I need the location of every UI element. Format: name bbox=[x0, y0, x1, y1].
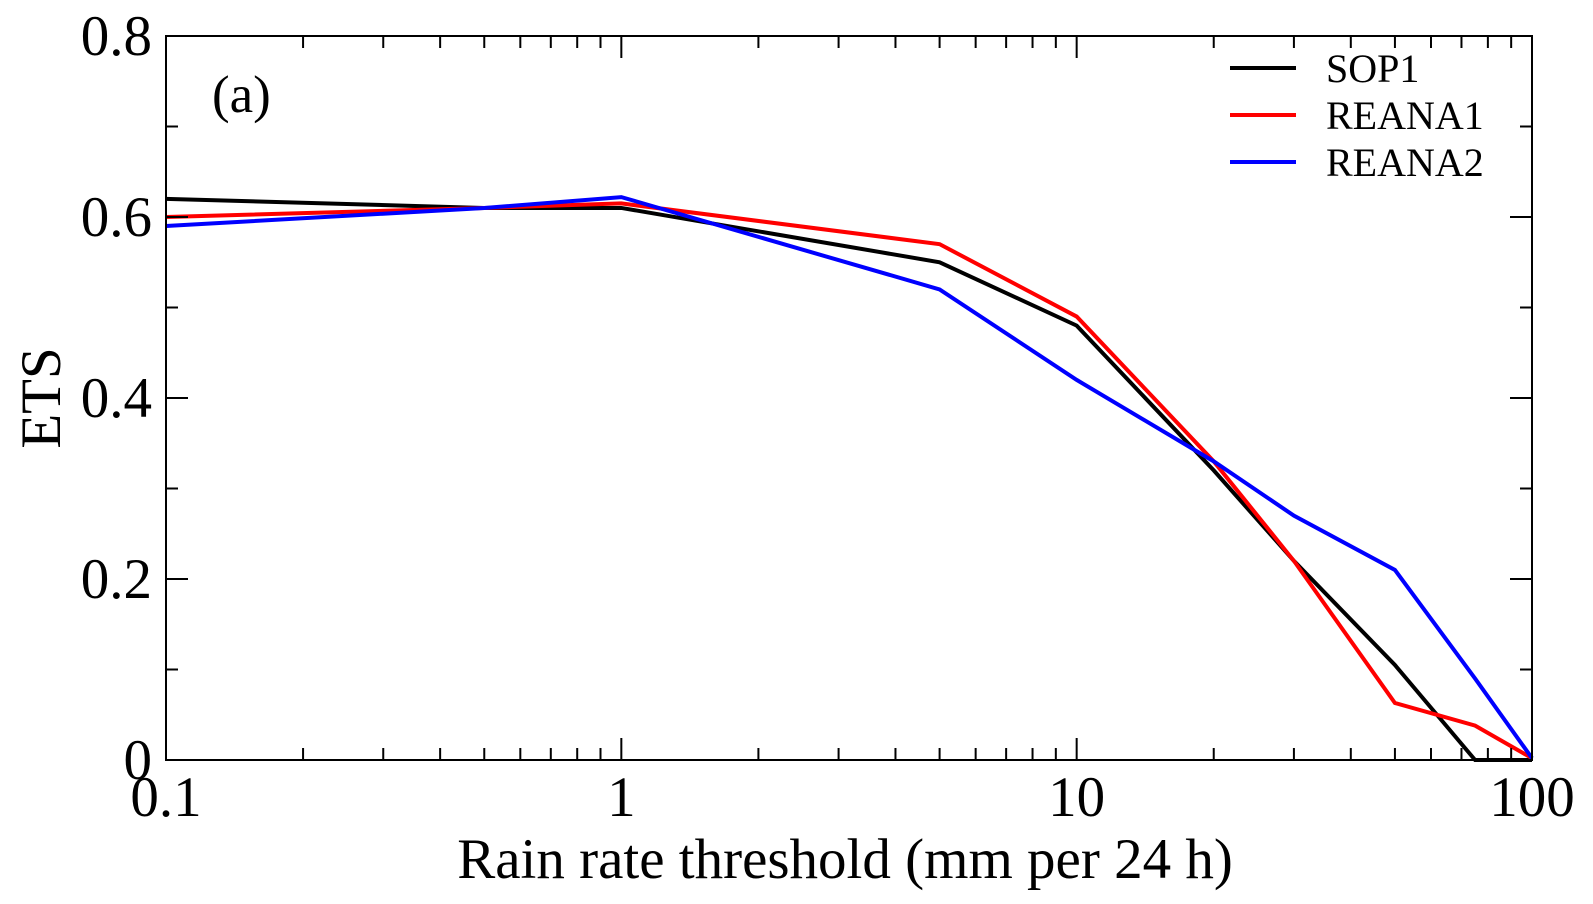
x-tick-label: 0.1 bbox=[130, 766, 201, 829]
legend-label-reana2: REANA2 bbox=[1326, 140, 1484, 185]
x-tick-label: 100 bbox=[1489, 766, 1575, 829]
x-ticks bbox=[165, 36, 1533, 760]
x-tick-label: 1 bbox=[607, 766, 636, 829]
series-line-reana2 bbox=[165, 195, 1534, 760]
y-tick-label: 0.8 bbox=[81, 5, 152, 68]
y-axis-label: ETS bbox=[10, 347, 73, 448]
x-tick-labels: 0.1 1 10 100 bbox=[130, 766, 1574, 829]
x-tick-label: 10 bbox=[1048, 766, 1105, 829]
panel-label: (a) bbox=[212, 66, 271, 124]
y-tick-label: 0.6 bbox=[81, 186, 152, 249]
y-tick-label: 0.4 bbox=[81, 367, 152, 430]
y-tick-label: 0 bbox=[124, 729, 153, 792]
y-ticks bbox=[166, 35, 1532, 761]
legend-label-sop1: SOP1 bbox=[1326, 46, 1419, 91]
series-line-sop1 bbox=[165, 196, 1532, 762]
series-layer bbox=[165, 195, 1534, 762]
series-line-reana1 bbox=[165, 201, 1533, 760]
legend-label-reana1: REANA1 bbox=[1326, 93, 1484, 138]
y-tick-label: 0.2 bbox=[81, 548, 152, 611]
y-tick-labels: 0 0.2 0.4 0.6 0.8 bbox=[81, 5, 152, 792]
x-axis-label: Rain rate threshold (mm per 24 h) bbox=[457, 828, 1233, 891]
